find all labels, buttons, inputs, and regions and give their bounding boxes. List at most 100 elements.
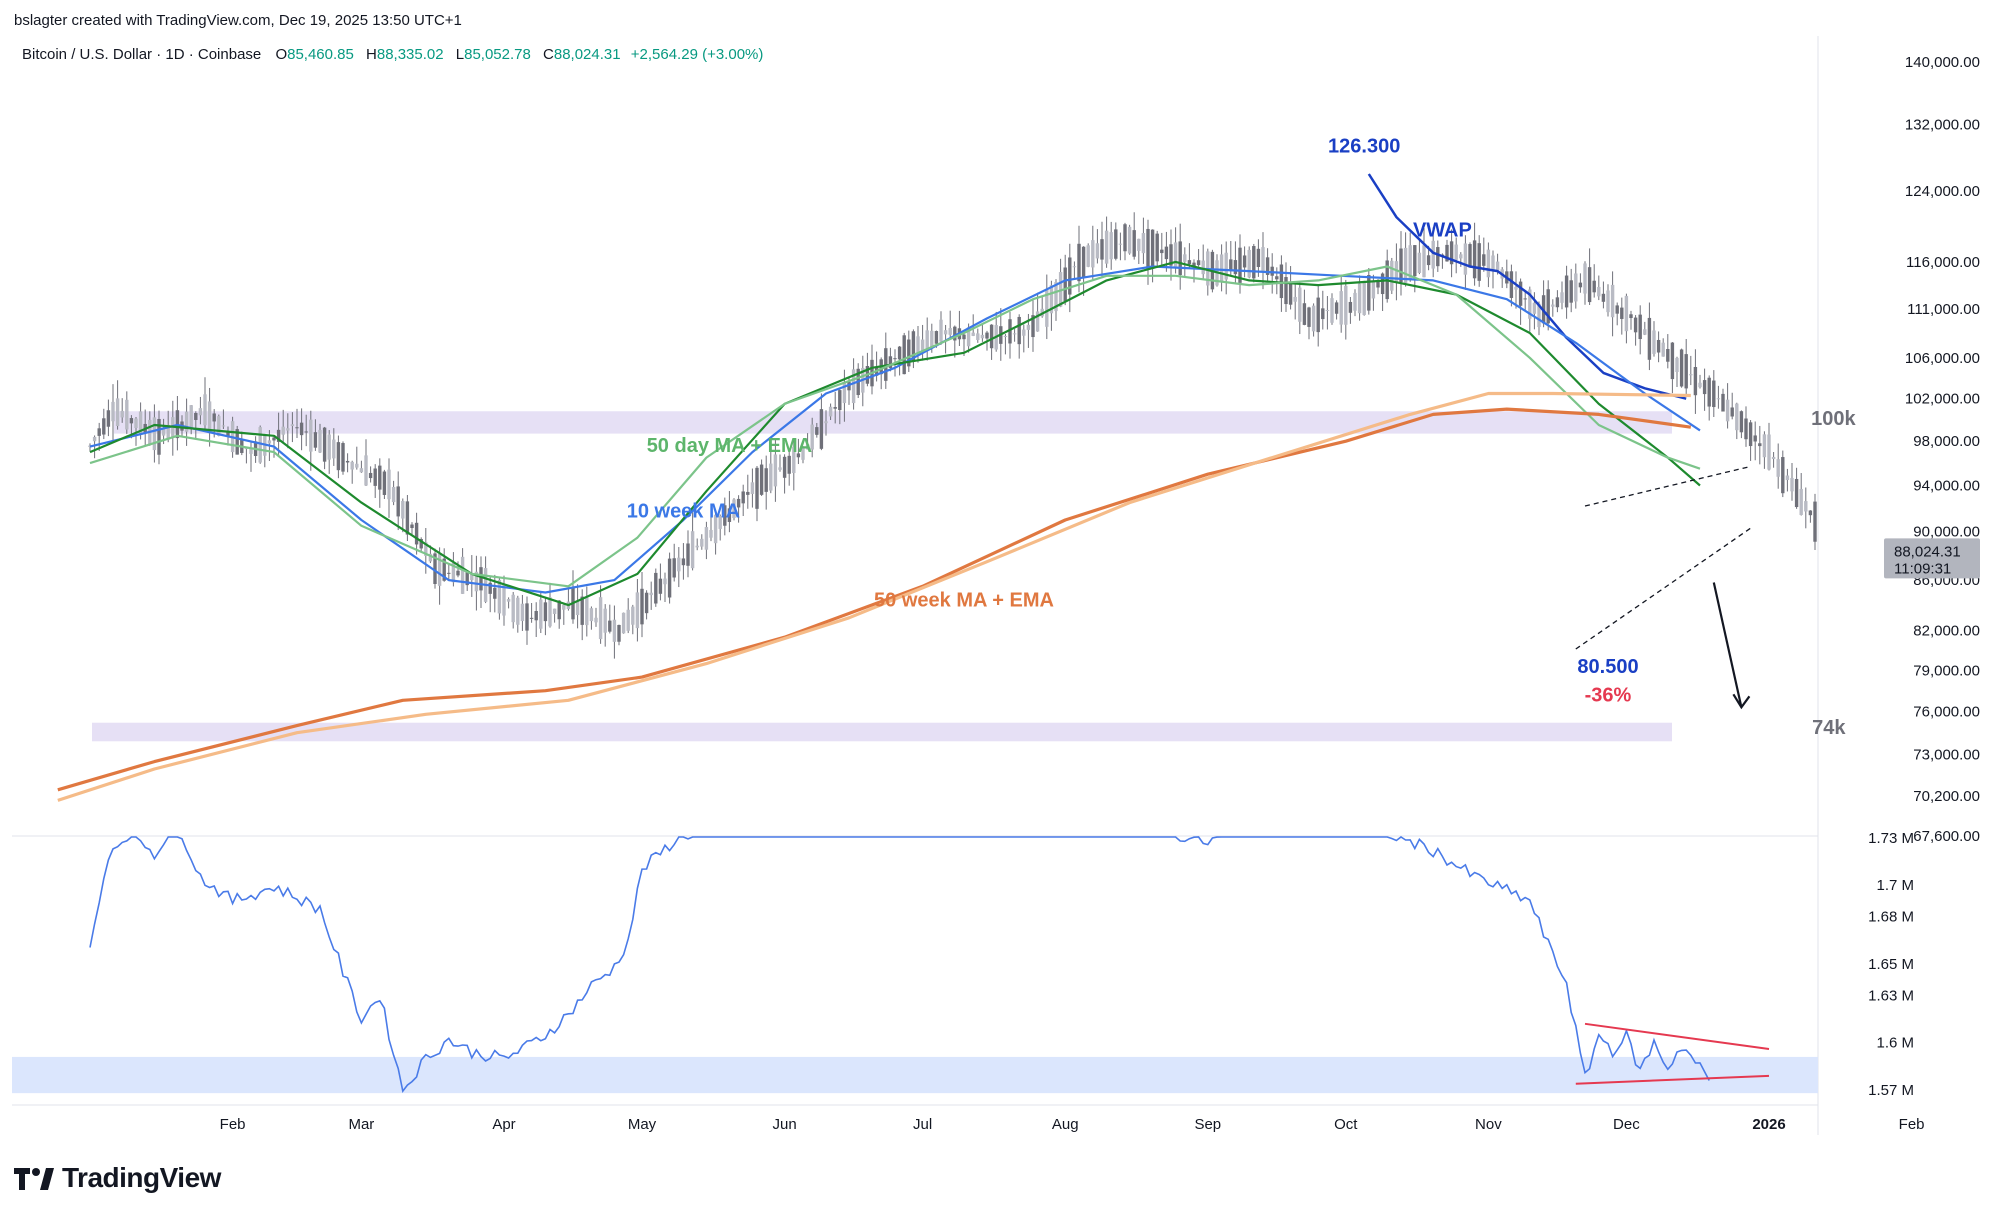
- candle-body: [1477, 243, 1481, 281]
- candle-body: [1063, 267, 1067, 302]
- candle-body: [92, 436, 97, 442]
- tradingview-logo-icon: [14, 1168, 54, 1190]
- change-value: +2,564.29 (+3.00%): [630, 46, 764, 63]
- candle-body: [355, 463, 359, 468]
- candle-body: [1689, 374, 1693, 376]
- candle-body: [815, 427, 819, 435]
- candle-body: [1164, 246, 1169, 260]
- candle-body: [1293, 296, 1297, 302]
- annotation-label: 50 day MA + EMA: [647, 435, 812, 457]
- candle-body: [1367, 275, 1371, 311]
- candle-body: [299, 422, 304, 436]
- candle-body: [332, 439, 336, 459]
- candle-body: [304, 431, 308, 433]
- price-tick-label: 124,000.00: [1905, 183, 1980, 200]
- candle-body: [690, 531, 695, 569]
- low-label: L: [455, 46, 465, 63]
- candle-body: [948, 328, 952, 335]
- candle-body: [1325, 310, 1330, 312]
- candle-body: [1629, 314, 1633, 319]
- tradingview-logo[interactable]: TradingView: [14, 1162, 221, 1194]
- candle-body: [387, 469, 391, 500]
- candle-body: [1178, 241, 1182, 276]
- projection-arrow-line: [1712, 582, 1743, 708]
- candle-body: [1762, 434, 1767, 458]
- candle-body: [810, 424, 814, 450]
- price-tick-label: 67,600.00: [1913, 828, 1980, 845]
- candle-body: [129, 418, 134, 424]
- candle-body: [1486, 249, 1491, 278]
- candle-body: [1587, 267, 1592, 303]
- candle-body: [309, 419, 313, 452]
- candle-body: [713, 514, 718, 544]
- candle-body: [759, 464, 764, 495]
- candle-body: [497, 579, 502, 614]
- candle-body: [1229, 259, 1233, 272]
- candle-body: [1781, 457, 1785, 494]
- candle-body: [520, 603, 525, 622]
- candle-body: [244, 448, 249, 450]
- annotation-label: VWAP: [1413, 220, 1472, 242]
- candle-body: [1081, 246, 1086, 278]
- candle-body: [276, 429, 281, 442]
- candle-body: [1675, 357, 1679, 372]
- candle-body: [529, 617, 534, 619]
- annotation-label: 10 week MA: [627, 501, 740, 523]
- candle-body: [1702, 380, 1707, 395]
- candle-body: [1334, 302, 1339, 314]
- time-tick-label: 2026: [1752, 1116, 1785, 1133]
- price-tick-label: 140,000.00: [1905, 54, 1980, 71]
- price-tick-label: 70,200.00: [1913, 788, 1980, 805]
- candle-body: [327, 434, 331, 460]
- candle-body: [1771, 456, 1776, 459]
- candle-body: [102, 418, 106, 435]
- volume-tick-label: 1.63 M: [1868, 987, 1914, 1004]
- candle-body: [1482, 254, 1486, 266]
- candle-body: [1183, 254, 1187, 262]
- candle-body: [1574, 273, 1578, 302]
- candle-body: [838, 390, 842, 411]
- candle-body: [525, 603, 529, 631]
- candle-body: [792, 446, 796, 474]
- candle-body: [677, 557, 681, 572]
- candle-body: [212, 413, 216, 422]
- candle-body: [1537, 303, 1541, 328]
- candle-body: [1449, 241, 1454, 265]
- candle-body: [1371, 280, 1376, 299]
- candle-body: [755, 467, 759, 509]
- candle-body: [207, 401, 212, 434]
- candle-body: [934, 331, 939, 344]
- candle-body: [447, 572, 451, 574]
- candle-body: [217, 416, 221, 436]
- price-tick-label: 73,000.00: [1913, 746, 1980, 763]
- time-tick-label: May: [628, 1116, 657, 1133]
- candle-body: [198, 408, 203, 416]
- candle-body: [111, 401, 115, 422]
- candle-body: [1072, 266, 1077, 268]
- candle-body: [1431, 240, 1435, 269]
- candle-body: [1564, 275, 1569, 308]
- candle-body: [516, 597, 520, 625]
- volume-tick-label: 1.7 M: [1876, 877, 1914, 894]
- candle-body: [1610, 284, 1615, 318]
- candle-body: [1150, 229, 1155, 266]
- candle-body: [1380, 273, 1385, 295]
- candle-body: [258, 427, 262, 463]
- candle-body: [428, 553, 433, 562]
- candle-body: [410, 524, 414, 529]
- candle-body: [580, 596, 584, 625]
- candle-body: [1399, 248, 1403, 283]
- candle-body: [552, 608, 557, 614]
- annotation-label: 74k: [1812, 717, 1846, 739]
- candle-body: [920, 339, 925, 352]
- candle-body: [842, 381, 847, 404]
- candle-body: [718, 515, 722, 529]
- candle-body: [474, 571, 479, 592]
- candle-body: [1528, 289, 1532, 319]
- candle-body: [511, 594, 515, 623]
- candle-body: [1597, 286, 1601, 297]
- series-50-week-ema: [57, 391, 1691, 802]
- time-tick-label: Jul: [913, 1116, 932, 1133]
- candle-body: [732, 499, 736, 519]
